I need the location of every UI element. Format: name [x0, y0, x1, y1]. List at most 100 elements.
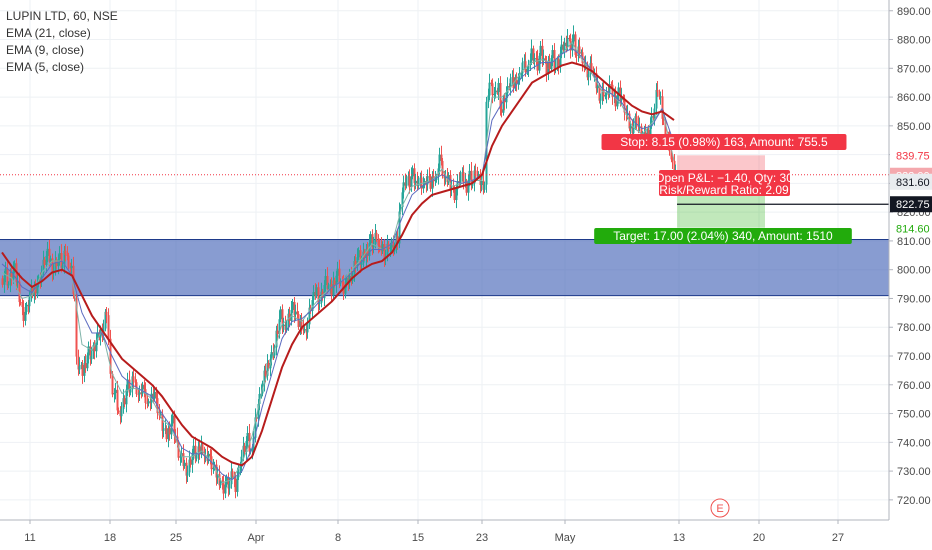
- stop-price-tag[interactable]: 839.75: [890, 147, 932, 164]
- candle-body: [368, 243, 371, 257]
- candle-body: [57, 259, 60, 267]
- candle-body: [568, 37, 571, 39]
- target-price-tag-bg: [890, 220, 932, 237]
- price-axis[interactable]: [889, 0, 932, 550]
- candle-body: [608, 84, 611, 94]
- candle-body: [78, 366, 81, 370]
- candle-body: [212, 467, 215, 470]
- candle-body: [7, 284, 10, 286]
- time-axis[interactable]: [0, 520, 932, 550]
- candle-body: [431, 175, 434, 189]
- candle-body: [465, 181, 468, 193]
- crosshair-price-tag[interactable]: 822.75: [890, 196, 932, 213]
- candle-body: [538, 55, 541, 71]
- candle-body: [640, 126, 643, 140]
- candle-body: [468, 170, 471, 180]
- candle-body: [377, 239, 380, 246]
- candle-body: [297, 314, 300, 327]
- candle-body: [539, 45, 542, 56]
- candle-body: [670, 151, 673, 160]
- candle-body: [571, 41, 574, 51]
- candle-body: [161, 414, 164, 431]
- earnings-event-marker[interactable]: [710, 498, 730, 518]
- symbol-title[interactable]: LUPIN LTD, 60, NSE: [6, 9, 118, 23]
- demand-zone[interactable]: [0, 239, 889, 296]
- candle-body: [198, 446, 201, 454]
- candle-body: [18, 281, 21, 303]
- candle-body: [620, 97, 623, 101]
- candle-body: [390, 244, 393, 248]
- candle-body: [128, 379, 131, 393]
- ema21-legend[interactable]: EMA (21, close): [6, 26, 91, 40]
- candle-body: [58, 253, 61, 260]
- candle-body: [240, 456, 243, 467]
- candle-body: [318, 302, 321, 304]
- candle-body: [413, 168, 416, 184]
- target-price-tag[interactable]: 814.60: [890, 220, 932, 237]
- candle-body: [658, 92, 661, 97]
- candle-body: [541, 45, 544, 61]
- candle-body: [143, 384, 146, 390]
- candle-body: [267, 363, 270, 369]
- ema9-legend[interactable]: EMA (9, close): [6, 43, 85, 57]
- candle-body: [210, 456, 213, 470]
- candle-body: [341, 281, 344, 283]
- candle-body: [162, 429, 165, 431]
- candle-body: [604, 95, 607, 97]
- candle-body: [444, 176, 447, 179]
- candle-body: [574, 34, 577, 55]
- candle-body: [411, 168, 414, 177]
- candle-body: [111, 373, 114, 395]
- candle-body: [509, 78, 512, 88]
- target-label[interactable]: Target: 17.00 (2.04%) 340, Amount: 1510: [594, 228, 852, 244]
- time-tick-label: 13: [673, 532, 685, 544]
- entry-price-tag-bg: [890, 173, 932, 190]
- candle-body: [116, 389, 119, 411]
- candle-body: [312, 291, 315, 301]
- crosshair-price-tag-text: 822.75: [896, 199, 930, 211]
- candle-body: [230, 471, 233, 485]
- candle-body: [662, 118, 665, 121]
- stop-price-tag-bg: [890, 147, 932, 164]
- stop-label-bg: [601, 134, 847, 150]
- price-tick-label: 760.00: [897, 380, 931, 392]
- candle-body: [586, 64, 589, 78]
- candle-body: [488, 82, 491, 96]
- time-tick-label: Apr: [247, 532, 264, 544]
- candle-body: [664, 120, 667, 140]
- candle-body: [344, 284, 347, 294]
- candle-body: [63, 250, 66, 266]
- candle-body: [515, 77, 518, 84]
- candle-body: [285, 322, 288, 330]
- time-tick-label: 18: [104, 532, 116, 544]
- candle-body: [467, 179, 470, 193]
- candle-body: [518, 75, 521, 81]
- candle-body: [530, 48, 533, 61]
- candle-body: [266, 363, 269, 376]
- candle-body: [598, 85, 601, 101]
- entry-price-tag[interactable]: 831.60: [890, 173, 932, 190]
- candle-body: [423, 181, 426, 186]
- candle-body: [188, 459, 191, 473]
- candle-body: [311, 300, 314, 311]
- candle-body: [459, 173, 462, 183]
- ema5-legend[interactable]: EMA (5, close): [6, 60, 85, 74]
- candle-body: [332, 280, 335, 296]
- candle-body: [462, 172, 465, 184]
- candle-body: [348, 275, 351, 283]
- candle-body: [239, 466, 242, 468]
- stop-label[interactable]: Stop: 8.15 (0.98%) 163, Amount: 755.5: [601, 134, 847, 150]
- candle-body: [281, 309, 284, 326]
- time-tick-label: 11: [24, 532, 35, 544]
- candle-body: [401, 192, 404, 208]
- candle-body: [123, 398, 126, 405]
- chart-legend: LUPIN LTD, 60, NSE EMA (21, close) EMA (…: [6, 8, 118, 76]
- time-tick-label: 20: [753, 532, 765, 544]
- candle-body: [369, 234, 372, 244]
- candle-body: [647, 129, 650, 136]
- candle-body: [671, 159, 674, 161]
- candle-body: [228, 484, 231, 489]
- candle-body: [278, 319, 281, 334]
